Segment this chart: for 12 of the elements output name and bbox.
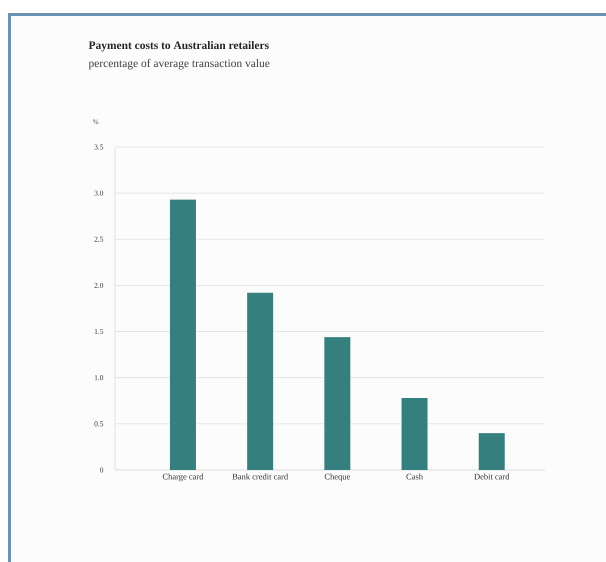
bar xyxy=(247,292,274,470)
chart-subtitle: percentage of average transaction value xyxy=(88,58,270,70)
x-tick-label: Bank credit card xyxy=(232,474,288,480)
chart-title: Payment costs to Australian retailers xyxy=(88,41,269,52)
x-tick-label: Debit card xyxy=(474,474,510,480)
bar xyxy=(170,200,196,470)
bar xyxy=(402,398,428,470)
bar xyxy=(478,433,505,470)
x-tick-label: Cash xyxy=(406,474,423,480)
bar xyxy=(324,337,350,470)
x-tick-label: Charge card xyxy=(162,474,204,482)
x-tick-label: Cheque xyxy=(324,474,350,482)
